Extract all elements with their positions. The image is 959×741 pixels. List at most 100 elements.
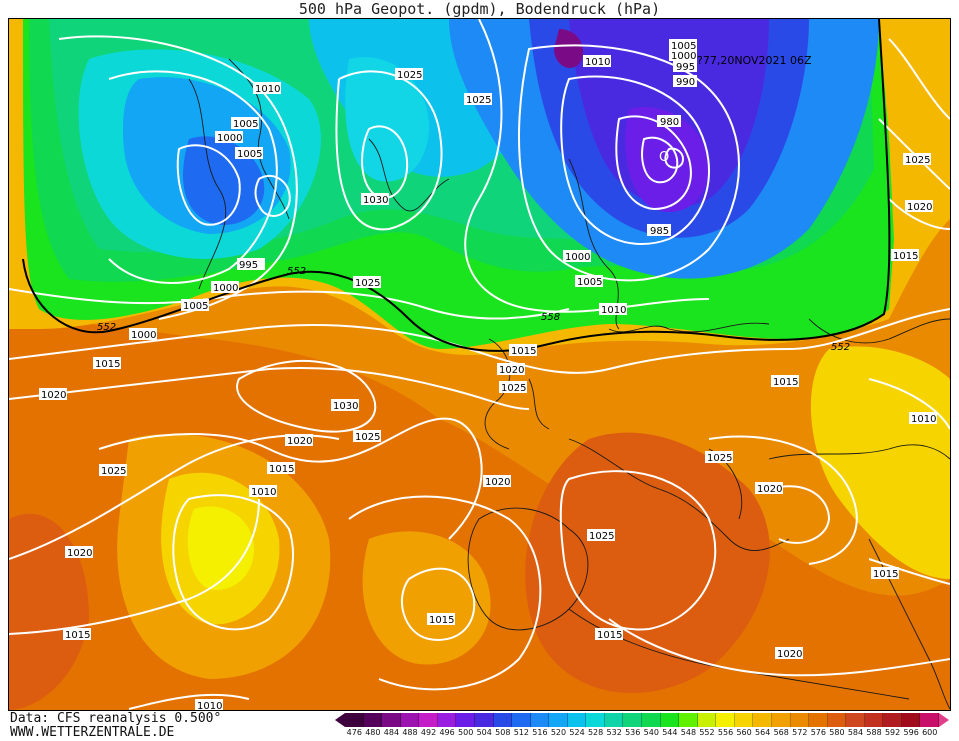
legend-swatch — [474, 713, 494, 727]
legend-tick: 508 — [495, 728, 511, 737]
svg-text:1030: 1030 — [363, 195, 388, 206]
isobar-label: 1015 — [771, 375, 799, 388]
legend-tick: 480 — [365, 728, 381, 737]
svg-text:1005: 1005 — [671, 41, 696, 52]
svg-text:1010: 1010 — [255, 84, 280, 95]
footer: Data: CFS reanalysis 0.500° WWW.WETTERZE… — [10, 712, 221, 740]
data-source-text: Data: CFS reanalysis 0.500° — [10, 711, 222, 726]
legend-tick: 584 — [847, 728, 864, 737]
legend-swatch — [660, 713, 680, 727]
legend-swatch — [419, 713, 438, 727]
legend-color-bar — [345, 713, 939, 727]
svg-text:1010: 1010 — [911, 414, 936, 425]
height-field-484 — [554, 29, 583, 69]
legend-tick: 576 — [810, 728, 826, 737]
legend-swatch — [567, 713, 587, 727]
legend-swatch — [753, 713, 772, 727]
isobar-label: 1025 — [395, 68, 423, 81]
isobar-label: 1020 — [285, 434, 313, 447]
color-legend: 476 480 484 488 492 496 500 504 508 512 516 520 524 5… — [335, 713, 955, 739]
isobar-label: 1025 — [499, 381, 527, 394]
isobar-label: 1015 — [871, 567, 899, 580]
isobar-label: 1015 — [63, 628, 91, 641]
svg-text:1025: 1025 — [466, 95, 491, 106]
isobar-label: 1005 — [181, 299, 209, 312]
isobar-label: 1030 — [331, 399, 359, 412]
legend-tick: 524 — [569, 728, 585, 737]
legend-swatch — [920, 713, 939, 727]
height-field-560 — [187, 506, 254, 590]
legend-swatch — [493, 713, 513, 727]
svg-text:1015: 1015 — [269, 464, 294, 475]
svg-text:1025: 1025 — [905, 155, 930, 166]
isobar-label: 1010 — [249, 485, 277, 498]
svg-text:1030: 1030 — [333, 401, 358, 412]
legend-tick: 592 — [884, 728, 901, 737]
svg-text:1010: 1010 — [601, 305, 626, 316]
isobar-label: 1010 — [195, 699, 223, 710]
isobar-label: 1005 — [575, 275, 603, 288]
legend-tick: 500 — [458, 728, 474, 737]
isobar-label: 980 — [657, 115, 681, 128]
legend-tick: 544 — [662, 728, 678, 737]
map-canvas: 1010 1005 1000 1005 1000 995 1000 1005 1… — [9, 19, 950, 710]
isobar-label: 1010 — [583, 55, 611, 68]
legend-swatch — [846, 713, 865, 727]
legend-tick: 516 — [532, 728, 548, 737]
legend-tick: 532 — [606, 728, 622, 737]
isobar-label: 1020 — [905, 200, 933, 213]
svg-text:1025: 1025 — [355, 432, 380, 443]
run-timestamp: ?77,20NOV2021 06Z — [697, 54, 812, 67]
isobar-label: 1015 — [509, 344, 537, 357]
svg-text:1010: 1010 — [251, 487, 276, 498]
isobar-label: 995 — [237, 258, 265, 271]
isobar-label: 1005 — [669, 39, 697, 52]
svg-text:1020: 1020 — [757, 484, 782, 495]
svg-text:1020: 1020 — [41, 390, 66, 401]
legend-tick: 572 — [792, 728, 808, 737]
height-label: 558 — [541, 312, 560, 323]
legend-tick: 596 — [903, 728, 919, 737]
isobar-label: 1015 — [595, 628, 623, 641]
isobar-label: 990 — [673, 75, 697, 88]
legend-swatch — [734, 713, 754, 727]
height-field-572-b — [362, 531, 491, 665]
svg-text:1015: 1015 — [773, 377, 798, 388]
legend-tick: 548 — [680, 728, 697, 737]
legend-swatch — [345, 713, 364, 727]
svg-text:1005: 1005 — [237, 149, 262, 160]
height-label: 552 — [287, 266, 306, 277]
svg-text:1020: 1020 — [777, 649, 802, 660]
legend-swatch — [586, 713, 605, 727]
legend-swatch — [771, 713, 791, 727]
legend-swatch — [790, 713, 810, 727]
legend-underflow-arrow — [335, 713, 345, 727]
svg-text:1025: 1025 — [589, 531, 614, 542]
height-labels: 552 552 558 552 — [97, 266, 850, 353]
svg-text:1000: 1000 — [671, 51, 696, 62]
legend-tick: 492 — [420, 728, 437, 737]
isobar-label: 1000 — [129, 328, 157, 341]
svg-text:1025: 1025 — [707, 453, 732, 464]
legend-tick: 528 — [587, 728, 604, 737]
svg-text:1000: 1000 — [131, 330, 156, 341]
legend-swatch — [827, 713, 847, 727]
svg-text:1025: 1025 — [101, 466, 126, 477]
svg-text:1000: 1000 — [213, 283, 238, 294]
legend-tick: 520 — [550, 728, 567, 737]
isobar-label: 1025 — [353, 430, 381, 443]
isobar-label: 1025 — [353, 276, 381, 289]
isobar-label: 1015 — [267, 462, 295, 475]
legend-swatch — [382, 713, 401, 727]
legend-tick-labels: 476 480 484 488 492 496 500 504 508 512 516 520 524 5… — [345, 728, 939, 739]
isobar-label: 1025 — [99, 464, 127, 477]
svg-text:1010: 1010 — [585, 57, 610, 68]
height-field-584 — [525, 432, 770, 693]
legend-swatch — [456, 713, 475, 727]
legend-swatch — [883, 713, 902, 727]
isobar-label: 1020 — [497, 363, 525, 376]
legend-tick: 540 — [643, 728, 659, 737]
svg-text:1015: 1015 — [511, 346, 536, 357]
weather-map: 1010 1005 1000 1005 1000 995 1000 1005 1… — [8, 18, 951, 711]
legend-swatch — [363, 713, 383, 727]
